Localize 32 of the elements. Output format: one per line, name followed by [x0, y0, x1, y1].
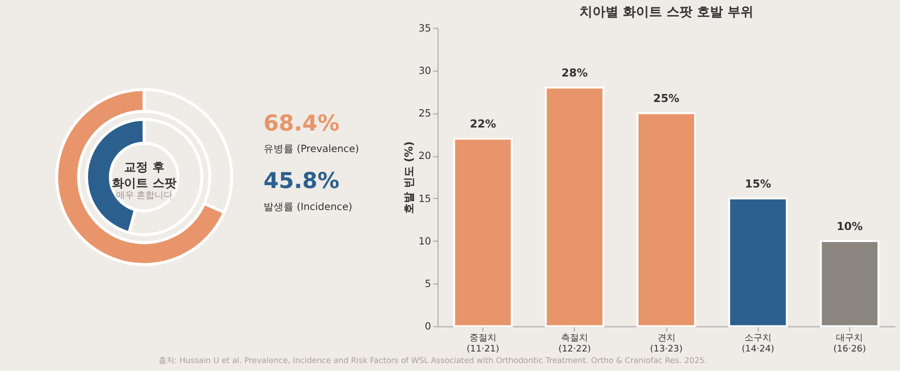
data-label: 28% [562, 66, 588, 80]
text: 교정 후 화이트 스팟 [112, 160, 176, 190]
slice-label: 발생률 (Incidence) [264, 202, 352, 213]
y-tick-label: 15 [418, 194, 432, 205]
source-note: 출처: Hussain U et al. Prevalence, Incidence and Risk Factors of WSL Associated with Orthodontic Treatment. Ortho & Craniofac Res. 2025. [158, 356, 707, 366]
y-tick-label: 25 [418, 108, 432, 120]
bar [544, 86, 604, 328]
text: 매우 흔합니다 [116, 190, 173, 201]
y-tick-label: 10 [418, 236, 432, 248]
x-tick-label: 중절치 (11·21) [466, 334, 500, 355]
data-label: 15% [744, 177, 772, 190]
y-tick-label: 5 [424, 279, 432, 290]
y-tick-label: 20 [418, 151, 432, 162]
x-tick-label: 측절치 (12·22) [558, 334, 591, 355]
slice-label: 유병률 (Prevalence) [264, 144, 360, 156]
x-tick-label: 견치 (13·23) [650, 334, 683, 355]
bar [453, 138, 513, 328]
x-tick-label: 대구치 (16·26) [833, 334, 866, 355]
bar [820, 240, 880, 328]
data-label: 22% [470, 118, 496, 131]
y-tick-label: 35 [418, 23, 432, 34]
data-label: 10% [836, 220, 863, 234]
chart-title: 치아별 화이트 스팟 호발 부위 [579, 4, 754, 20]
y-tick-label: 0 [424, 322, 432, 333]
bar [636, 112, 696, 328]
y-axis-title: 호발 빈도 (%) [402, 141, 416, 214]
bar [728, 197, 788, 328]
x-tick-label: 소구치 (14·24) [742, 334, 774, 355]
data-label: 25% [653, 92, 680, 106]
y-tick-label: 30 [418, 66, 432, 77]
text: 45.8% [264, 168, 340, 194]
text: 68.4% [264, 111, 340, 136]
